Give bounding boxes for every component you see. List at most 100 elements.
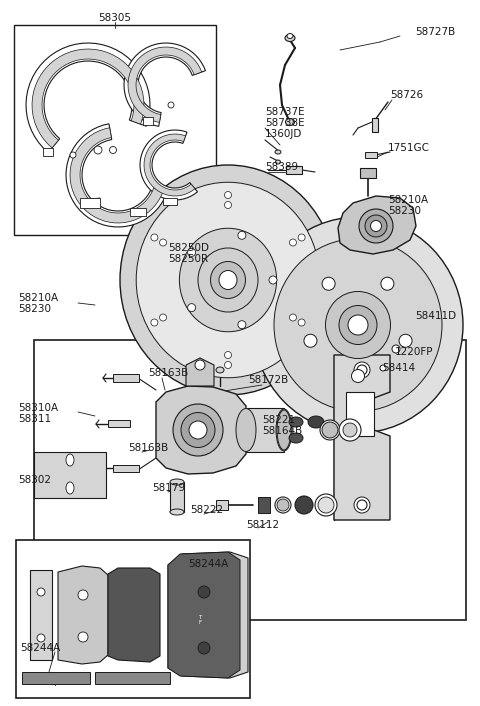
Polygon shape: [26, 43, 150, 152]
Ellipse shape: [180, 228, 276, 332]
Ellipse shape: [308, 416, 324, 428]
Ellipse shape: [189, 421, 207, 439]
Circle shape: [225, 201, 231, 208]
Ellipse shape: [236, 409, 256, 452]
Ellipse shape: [173, 404, 223, 456]
Ellipse shape: [195, 360, 205, 370]
Circle shape: [188, 304, 195, 311]
Ellipse shape: [170, 509, 184, 515]
Bar: [365, 152, 377, 158]
Ellipse shape: [289, 417, 303, 427]
Bar: [16, 540, 250, 698]
Circle shape: [225, 361, 231, 369]
Circle shape: [277, 499, 289, 511]
Polygon shape: [30, 570, 52, 660]
Text: 58738E: 58738E: [265, 118, 305, 128]
Bar: [286, 166, 302, 174]
Text: 58414: 58414: [382, 363, 415, 373]
Polygon shape: [108, 568, 160, 662]
Circle shape: [151, 234, 158, 241]
Circle shape: [298, 234, 305, 241]
Ellipse shape: [275, 497, 291, 513]
Text: 58210A: 58210A: [388, 195, 428, 205]
Polygon shape: [346, 392, 374, 436]
Text: 58726: 58726: [390, 90, 423, 100]
Text: 58250R: 58250R: [168, 254, 208, 264]
Bar: [43, 148, 53, 157]
Bar: [143, 117, 153, 125]
Ellipse shape: [348, 315, 368, 335]
Circle shape: [109, 147, 117, 153]
Ellipse shape: [289, 433, 303, 443]
Ellipse shape: [325, 292, 391, 359]
Circle shape: [188, 249, 195, 256]
Bar: [108, 420, 130, 427]
Text: T
F: T F: [198, 615, 202, 626]
Ellipse shape: [339, 306, 377, 345]
Polygon shape: [338, 196, 416, 254]
Circle shape: [37, 634, 45, 642]
Text: 58389: 58389: [265, 162, 298, 172]
Circle shape: [238, 232, 246, 239]
Ellipse shape: [253, 217, 463, 433]
Circle shape: [269, 276, 277, 284]
Text: 58163B: 58163B: [128, 443, 168, 453]
Circle shape: [70, 152, 76, 158]
Polygon shape: [156, 386, 246, 474]
Text: 58163B: 58163B: [148, 368, 188, 378]
Polygon shape: [170, 482, 184, 512]
Ellipse shape: [359, 209, 393, 243]
Text: 58112: 58112: [246, 520, 279, 530]
Ellipse shape: [136, 182, 320, 378]
Ellipse shape: [275, 150, 281, 154]
Ellipse shape: [357, 365, 367, 375]
Text: 58310A: 58310A: [18, 403, 58, 413]
Circle shape: [198, 586, 210, 598]
Ellipse shape: [170, 479, 184, 485]
Polygon shape: [168, 552, 248, 678]
Ellipse shape: [351, 369, 364, 383]
Ellipse shape: [381, 277, 394, 290]
Ellipse shape: [304, 334, 317, 347]
Text: 58164B: 58164B: [262, 426, 302, 436]
Text: 58222: 58222: [190, 505, 223, 515]
Text: 58411D: 58411D: [415, 311, 456, 321]
Text: 58221: 58221: [262, 415, 295, 425]
Bar: [163, 198, 177, 205]
Polygon shape: [22, 672, 90, 684]
Circle shape: [289, 314, 297, 321]
Polygon shape: [168, 552, 240, 678]
Ellipse shape: [181, 412, 215, 448]
Polygon shape: [95, 672, 170, 684]
Bar: [113, 465, 139, 472]
Ellipse shape: [287, 33, 293, 39]
Polygon shape: [124, 43, 205, 126]
Bar: [258, 497, 270, 513]
Text: 58230: 58230: [388, 206, 421, 216]
Ellipse shape: [286, 119, 295, 126]
Circle shape: [225, 352, 231, 359]
Bar: [216, 500, 228, 510]
Ellipse shape: [120, 165, 336, 395]
Circle shape: [289, 239, 297, 246]
Polygon shape: [32, 49, 144, 148]
Ellipse shape: [320, 420, 340, 440]
Ellipse shape: [66, 482, 74, 494]
Circle shape: [322, 422, 338, 438]
Text: 58244A: 58244A: [188, 559, 228, 569]
Circle shape: [380, 365, 386, 371]
Ellipse shape: [399, 334, 412, 347]
Ellipse shape: [371, 220, 382, 232]
Text: 1220FP: 1220FP: [395, 347, 433, 357]
Polygon shape: [66, 124, 167, 227]
Bar: [113, 374, 139, 382]
Polygon shape: [70, 128, 163, 223]
Ellipse shape: [216, 367, 224, 373]
Text: 58727B: 58727B: [415, 27, 455, 37]
Ellipse shape: [318, 497, 334, 513]
Ellipse shape: [198, 248, 258, 312]
Bar: [372, 118, 378, 132]
Ellipse shape: [285, 35, 295, 42]
Ellipse shape: [357, 500, 367, 510]
Text: 58305: 58305: [98, 13, 132, 23]
